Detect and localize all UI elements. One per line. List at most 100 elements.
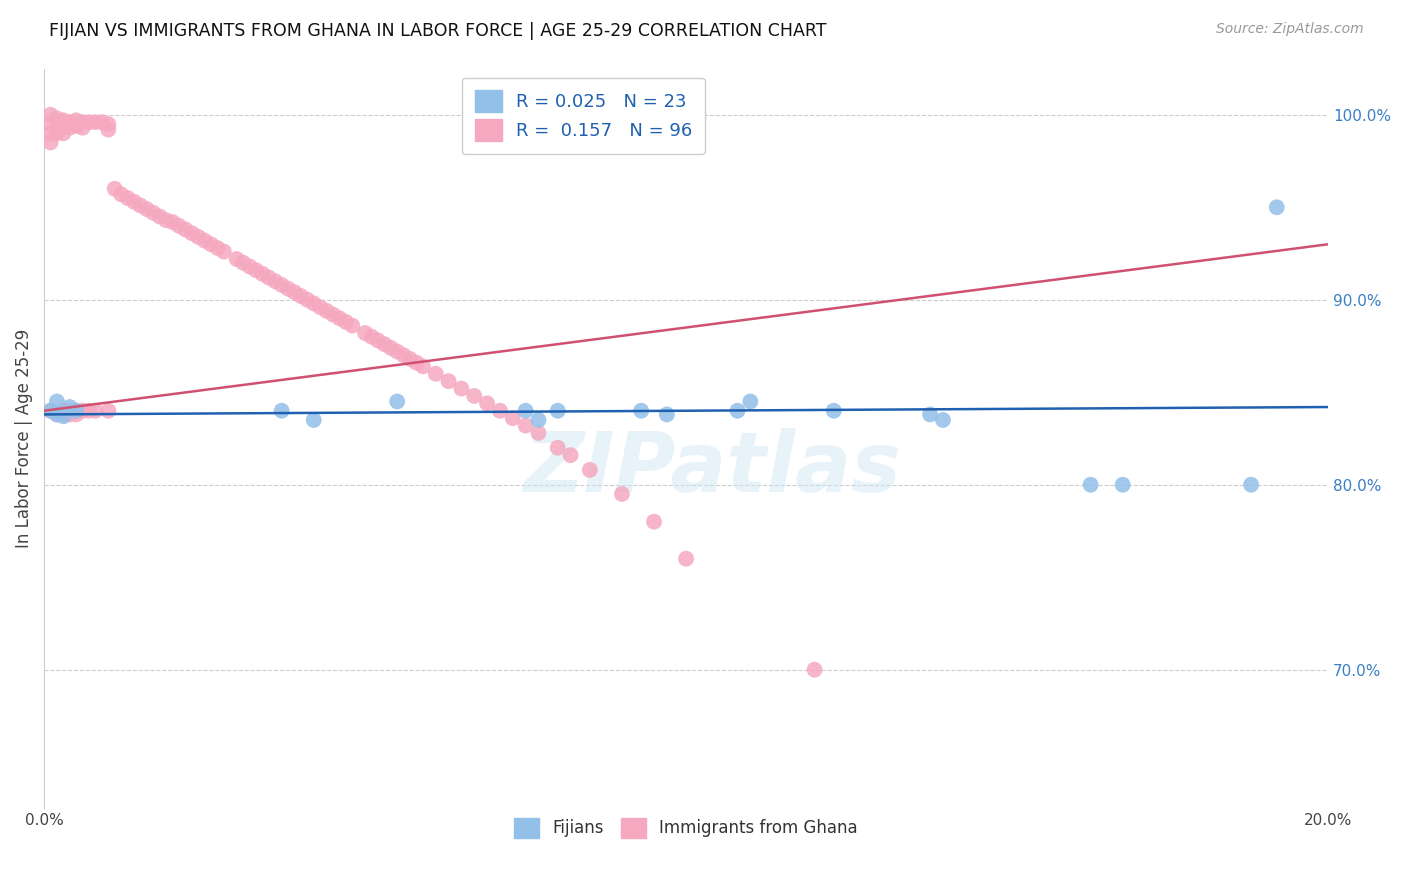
Point [354, 326, 377, 340]
Point [65, 403, 87, 417]
Point [515, 418, 537, 433]
Point [52, 119, 75, 133]
Point [77, 115, 100, 129]
Point [547, 441, 569, 455]
Point [245, 263, 267, 277]
Point [59, 408, 82, 422]
Point [52, 408, 75, 422]
Point [187, 230, 209, 244]
Point [335, 315, 357, 329]
Point [52, 403, 75, 417]
Point [59, 115, 82, 129]
Point [1080, 477, 1102, 491]
Point [167, 219, 190, 233]
Point [302, 296, 325, 310]
Point [194, 234, 217, 248]
Point [437, 374, 460, 388]
Point [129, 198, 152, 212]
Point [502, 411, 524, 425]
Text: FIJIAN VS IMMIGRANTS FROM GHANA IN LABOR FORCE | AGE 25-29 CORRELATION CHART: FIJIAN VS IMMIGRANTS FROM GHANA IN LABOR… [49, 22, 827, 40]
Point [527, 425, 550, 440]
Point [162, 215, 184, 229]
Point [46, 126, 69, 140]
Point [920, 408, 942, 422]
Point [39, 403, 62, 417]
Point [200, 237, 222, 252]
Point [225, 252, 247, 266]
Point [84, 403, 107, 417]
Point [387, 394, 409, 409]
Point [97, 117, 120, 131]
Point [560, 448, 582, 462]
Point [1112, 477, 1135, 491]
Point [39, 136, 62, 150]
Point [238, 260, 260, 274]
Point [387, 344, 409, 359]
Point [264, 274, 287, 288]
Y-axis label: In Labor Force | Age 25-29: In Labor Force | Age 25-29 [15, 329, 32, 548]
Point [547, 403, 569, 417]
Point [59, 400, 82, 414]
Point [39, 108, 62, 122]
Point [117, 191, 139, 205]
Point [373, 337, 395, 351]
Point [72, 403, 94, 417]
Point [174, 222, 197, 236]
Point [39, 117, 62, 131]
Point [932, 413, 955, 427]
Point [290, 289, 312, 303]
Point [155, 213, 177, 227]
Point [527, 413, 550, 427]
Point [65, 408, 87, 422]
Point [610, 487, 633, 501]
Point [46, 120, 69, 135]
Point [412, 359, 434, 374]
Text: Source: ZipAtlas.com: Source: ZipAtlas.com [1216, 22, 1364, 37]
Point [727, 403, 749, 417]
Text: ZIPatlas: ZIPatlas [523, 427, 901, 508]
Point [59, 403, 82, 417]
Point [302, 413, 325, 427]
Point [579, 463, 602, 477]
Point [72, 115, 94, 129]
Point [392, 348, 415, 362]
Point [65, 403, 87, 417]
Point [46, 408, 69, 422]
Point [283, 285, 305, 300]
Point [104, 182, 127, 196]
Point [65, 119, 87, 133]
Point [740, 394, 762, 409]
Point [65, 113, 87, 128]
Point [180, 226, 202, 240]
Point [309, 300, 332, 314]
Point [823, 403, 845, 417]
Point [252, 267, 274, 281]
Point [142, 206, 165, 220]
Point [59, 120, 82, 135]
Point [315, 303, 337, 318]
Point [97, 122, 120, 136]
Point [405, 356, 427, 370]
Point [212, 244, 235, 259]
Point [277, 282, 299, 296]
Point [52, 113, 75, 128]
Point [122, 194, 145, 209]
Point [630, 403, 652, 417]
Point [322, 308, 344, 322]
Point [463, 389, 485, 403]
Point [232, 256, 254, 270]
Legend: Fijians, Immigrants from Ghana: Fijians, Immigrants from Ghana [508, 811, 865, 845]
Point [655, 408, 678, 422]
Point [515, 403, 537, 417]
Point [39, 403, 62, 417]
Point [475, 396, 498, 410]
Point [328, 311, 350, 326]
Point [77, 403, 100, 417]
Point [46, 112, 69, 126]
Point [46, 394, 69, 409]
Point [135, 202, 157, 216]
Point [52, 126, 75, 140]
Point [52, 409, 75, 424]
Point [643, 515, 665, 529]
Point [342, 318, 364, 333]
